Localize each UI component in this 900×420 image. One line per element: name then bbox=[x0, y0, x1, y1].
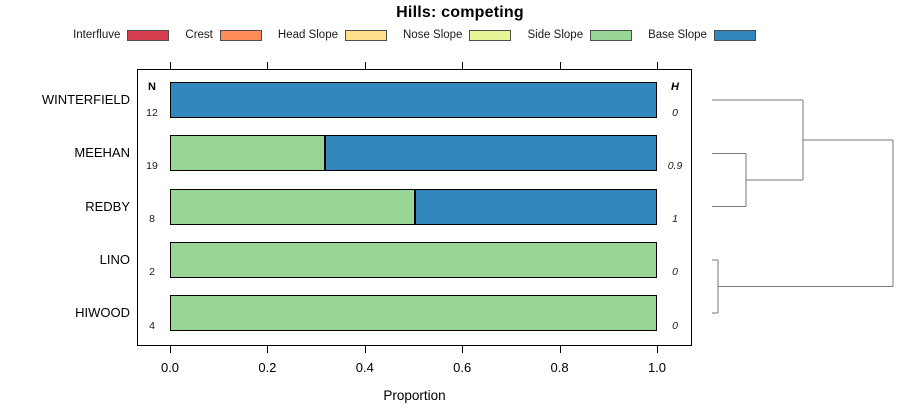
legend: Interfluve Crest Head Slope Nose Slope Side … bbox=[73, 27, 756, 43]
h-value-winterfield: 0 bbox=[672, 106, 678, 119]
stacked-bar-lino bbox=[170, 241, 657, 278]
top-axis-tick bbox=[364, 62, 366, 69]
h-value-hiwood: 0 bbox=[672, 319, 678, 332]
row-label-meehan: MEEHAN bbox=[74, 145, 130, 161]
n-value-lino: 2 bbox=[149, 266, 155, 279]
bottom-axis-tick bbox=[267, 346, 269, 353]
plot-box bbox=[137, 69, 692, 346]
x-tick-label: 0.4 bbox=[355, 360, 374, 375]
legend-item-nose-slope: Nose Slope bbox=[403, 29, 512, 41]
stacked-bar-redby bbox=[170, 188, 657, 225]
stacked-bar-meehan bbox=[170, 135, 657, 172]
legend-label: Interfluve bbox=[73, 29, 121, 41]
bottom-axis-tick bbox=[559, 346, 561, 353]
top-axis-tick bbox=[462, 62, 464, 69]
legend-swatch bbox=[127, 29, 170, 41]
bottom-axis-tick bbox=[462, 346, 464, 353]
x-tick-label: 0.6 bbox=[453, 360, 472, 375]
row-label-hiwood: HIWOOD bbox=[75, 305, 130, 320]
stacked-bar-winterfield bbox=[170, 82, 657, 118]
n-value-winterfield: 12 bbox=[146, 106, 158, 119]
top-axis-tick bbox=[170, 62, 171, 69]
bar-segment-base-slope bbox=[413, 189, 656, 224]
bar-segment-side-slope bbox=[171, 296, 656, 330]
n-value-redby: 8 bbox=[149, 213, 155, 225]
row-label-lino: LINO bbox=[99, 251, 130, 267]
bottom-axis-tick bbox=[170, 346, 171, 353]
legend-swatch bbox=[713, 29, 756, 41]
bar-segment-side-slope bbox=[171, 136, 325, 171]
legend-item-head-slope: Head Slope bbox=[278, 29, 387, 41]
bar-segment-side-slope bbox=[171, 242, 656, 277]
bottom-axis-tick bbox=[657, 346, 658, 353]
bar-segment-base-slope bbox=[171, 83, 656, 117]
x-tick-label: 0.2 bbox=[258, 360, 277, 375]
x-tick-label: 0.0 bbox=[160, 360, 180, 375]
x-tick-label: 0.8 bbox=[550, 360, 569, 375]
h-value-redby: 1 bbox=[672, 213, 678, 225]
h-value-lino: 0 bbox=[672, 266, 678, 279]
legend-item-side-slope: Side Slope bbox=[527, 29, 633, 41]
top-axis-tick bbox=[559, 62, 561, 69]
top-axis-tick bbox=[267, 62, 269, 69]
legend-label: Head Slope bbox=[277, 29, 338, 41]
n-value-hiwood: 4 bbox=[149, 319, 155, 332]
h-column-header: H bbox=[671, 81, 679, 93]
x-axis-title: Proportion bbox=[383, 388, 446, 403]
legend-swatch bbox=[590, 29, 633, 41]
legend-item-crest: Crest bbox=[185, 29, 262, 41]
top-axis-tick bbox=[657, 62, 658, 69]
stacked-bar-hiwood bbox=[170, 295, 657, 331]
bar-segment-base-slope bbox=[324, 136, 656, 171]
legend-item-interfluve: Interfluve bbox=[73, 29, 170, 41]
legend-item-base-slope: Base Slope bbox=[648, 29, 756, 41]
legend-swatch bbox=[469, 29, 512, 41]
bar-segment-side-slope bbox=[171, 189, 414, 224]
h-value-meehan: 0.9 bbox=[667, 159, 683, 172]
n-value-meehan: 19 bbox=[146, 159, 158, 172]
row-label-redby: REDBY bbox=[85, 198, 130, 214]
legend-label: Crest bbox=[185, 29, 213, 41]
chart-title: Hills: competing bbox=[396, 4, 524, 21]
bottom-axis-tick bbox=[364, 346, 366, 353]
n-column-header: N bbox=[148, 81, 156, 93]
legend-swatch bbox=[345, 29, 387, 41]
legend-label: Base Slope bbox=[648, 29, 707, 41]
legend-label: Side Slope bbox=[527, 29, 584, 41]
legend-swatch bbox=[219, 29, 262, 41]
x-tick-label: 1.0 bbox=[647, 360, 667, 375]
legend-label: Nose Slope bbox=[403, 29, 463, 41]
row-label-winterfield: WINTERFIELD bbox=[41, 92, 130, 107]
